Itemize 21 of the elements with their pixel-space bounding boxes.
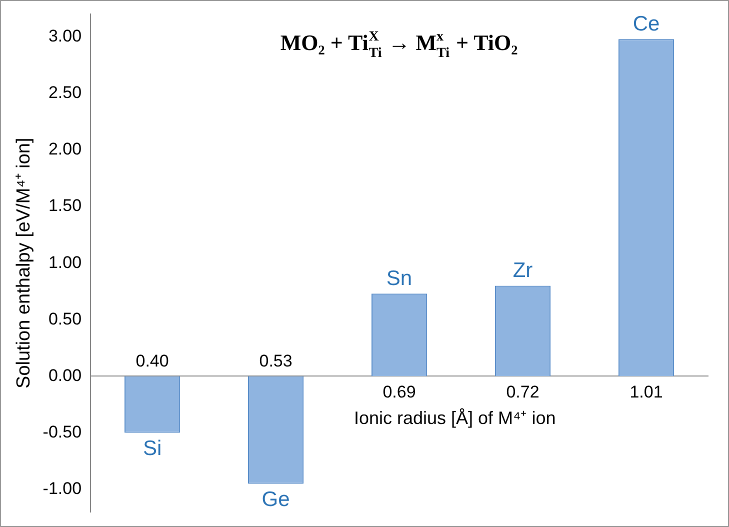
y-tick-label: 2.00 xyxy=(48,140,82,159)
annotation: Si xyxy=(142,437,162,460)
x-tick-label: 0.72 xyxy=(506,382,540,402)
annotation: Ge xyxy=(262,488,290,512)
y-tick-label: 0.00 xyxy=(48,366,82,385)
x-tick-label: 0.40 xyxy=(136,351,169,370)
annotation: Ce xyxy=(632,12,660,36)
y-tick-label: 2.50 xyxy=(48,83,82,102)
y-tick-label: -0.50 xyxy=(42,422,82,442)
y-tick-label: 3.00 xyxy=(48,26,82,46)
x-tick-label: 1.01 xyxy=(630,382,663,402)
x-tick-label: 0.69 xyxy=(382,382,416,402)
y-tick-label: -1.00 xyxy=(42,479,82,498)
x-axis-title: Ionic radius [Å] of M⁴⁺ ion xyxy=(354,408,556,428)
y-tick-label: 0.50 xyxy=(48,309,82,328)
annotation: Zr xyxy=(512,259,533,282)
x-tick-label: 0.53 xyxy=(259,351,292,370)
y-tick-label: 1.00 xyxy=(48,252,82,272)
y-tick-label: 1.50 xyxy=(48,196,82,216)
annotation: Sn xyxy=(386,266,412,290)
y-axis-title: Solution enthalpy [eV/M⁴⁺ ion] xyxy=(14,138,35,388)
